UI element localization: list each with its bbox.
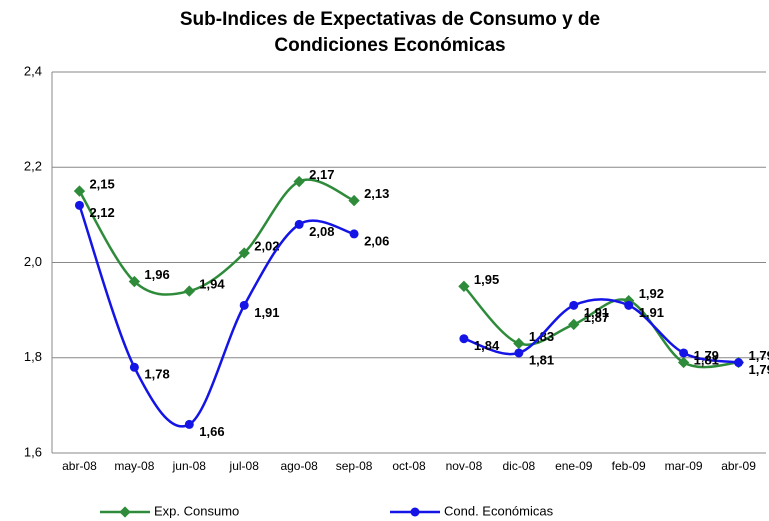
marker bbox=[679, 348, 689, 358]
x-tick-label: abr-09 bbox=[721, 459, 756, 473]
data-label: 1,94 bbox=[199, 277, 225, 292]
chart-title: Condiciones Económicas bbox=[274, 35, 505, 56]
marker bbox=[349, 229, 359, 239]
data-label: 2,17 bbox=[309, 167, 334, 182]
data-label: 1,79 bbox=[749, 362, 769, 377]
x-tick-label: jun-08 bbox=[172, 459, 207, 473]
x-tick-label: may-08 bbox=[114, 459, 154, 473]
y-tick-label: 2,0 bbox=[24, 254, 42, 269]
x-tick-label: feb-09 bbox=[612, 459, 646, 473]
marker bbox=[348, 194, 360, 207]
data-label: 1,84 bbox=[474, 338, 500, 353]
y-tick-label: 2,4 bbox=[24, 63, 42, 78]
x-tick-label: nov-08 bbox=[446, 459, 483, 473]
data-label: 1,96 bbox=[144, 267, 169, 282]
data-label: 1,66 bbox=[199, 424, 224, 439]
series-line bbox=[78, 178, 739, 369]
data-label: 1,91 bbox=[584, 305, 609, 320]
marker bbox=[734, 358, 744, 368]
data-label: 2,12 bbox=[89, 205, 114, 220]
marker bbox=[74, 200, 84, 210]
marker bbox=[458, 280, 470, 292]
x-tick-label: mar-09 bbox=[665, 459, 703, 473]
marker bbox=[624, 300, 634, 310]
data-label: 1,79 bbox=[749, 348, 769, 363]
legend-marker bbox=[119, 506, 131, 518]
marker bbox=[569, 300, 579, 310]
x-tick-label: jul-08 bbox=[229, 459, 260, 473]
data-label: 2,08 bbox=[309, 224, 334, 239]
x-tick-label: ene-09 bbox=[555, 459, 593, 473]
x-tick-label: ago-08 bbox=[280, 459, 318, 473]
legend-marker bbox=[410, 507, 420, 517]
y-tick-label: 2,2 bbox=[24, 159, 42, 174]
marker bbox=[513, 337, 525, 350]
y-tick-label: 1,6 bbox=[24, 444, 42, 459]
marker bbox=[459, 334, 469, 344]
data-label: 1,81 bbox=[694, 352, 719, 367]
marker bbox=[73, 185, 86, 197]
marker bbox=[184, 419, 194, 429]
marker bbox=[568, 318, 580, 331]
x-tick-label: sep-08 bbox=[336, 459, 373, 473]
marker bbox=[293, 175, 305, 188]
data-label: 2,06 bbox=[364, 233, 389, 248]
x-tick-label: oct-08 bbox=[392, 459, 426, 473]
legend-label: Cond. Económicas bbox=[444, 503, 554, 518]
marker bbox=[128, 275, 141, 288]
chart-title: Sub-Indices de Expectativas de Consumo y… bbox=[180, 9, 600, 30]
data-label: 1,81 bbox=[529, 352, 554, 367]
legend-label: Exp. Consumo bbox=[154, 503, 239, 518]
marker bbox=[238, 247, 250, 259]
data-label: 1,92 bbox=[639, 286, 664, 301]
marker bbox=[239, 300, 249, 310]
marker bbox=[677, 356, 690, 369]
data-label: 2,15 bbox=[89, 177, 114, 192]
y-tick-label: 1,8 bbox=[24, 349, 42, 364]
data-label: 1,91 bbox=[639, 305, 664, 320]
data-label: 2,13 bbox=[364, 186, 389, 201]
marker bbox=[183, 285, 195, 297]
marker bbox=[129, 362, 139, 372]
data-label: 1,95 bbox=[474, 272, 499, 287]
marker bbox=[514, 348, 524, 358]
data-label: 1,91 bbox=[254, 305, 279, 320]
x-tick-label: dic-08 bbox=[503, 459, 536, 473]
data-label: 1,78 bbox=[144, 367, 169, 382]
marker bbox=[294, 219, 304, 229]
data-label: 1,87 bbox=[584, 310, 609, 325]
data-label: 2,02 bbox=[254, 238, 279, 253]
x-tick-label: abr-08 bbox=[62, 459, 97, 473]
